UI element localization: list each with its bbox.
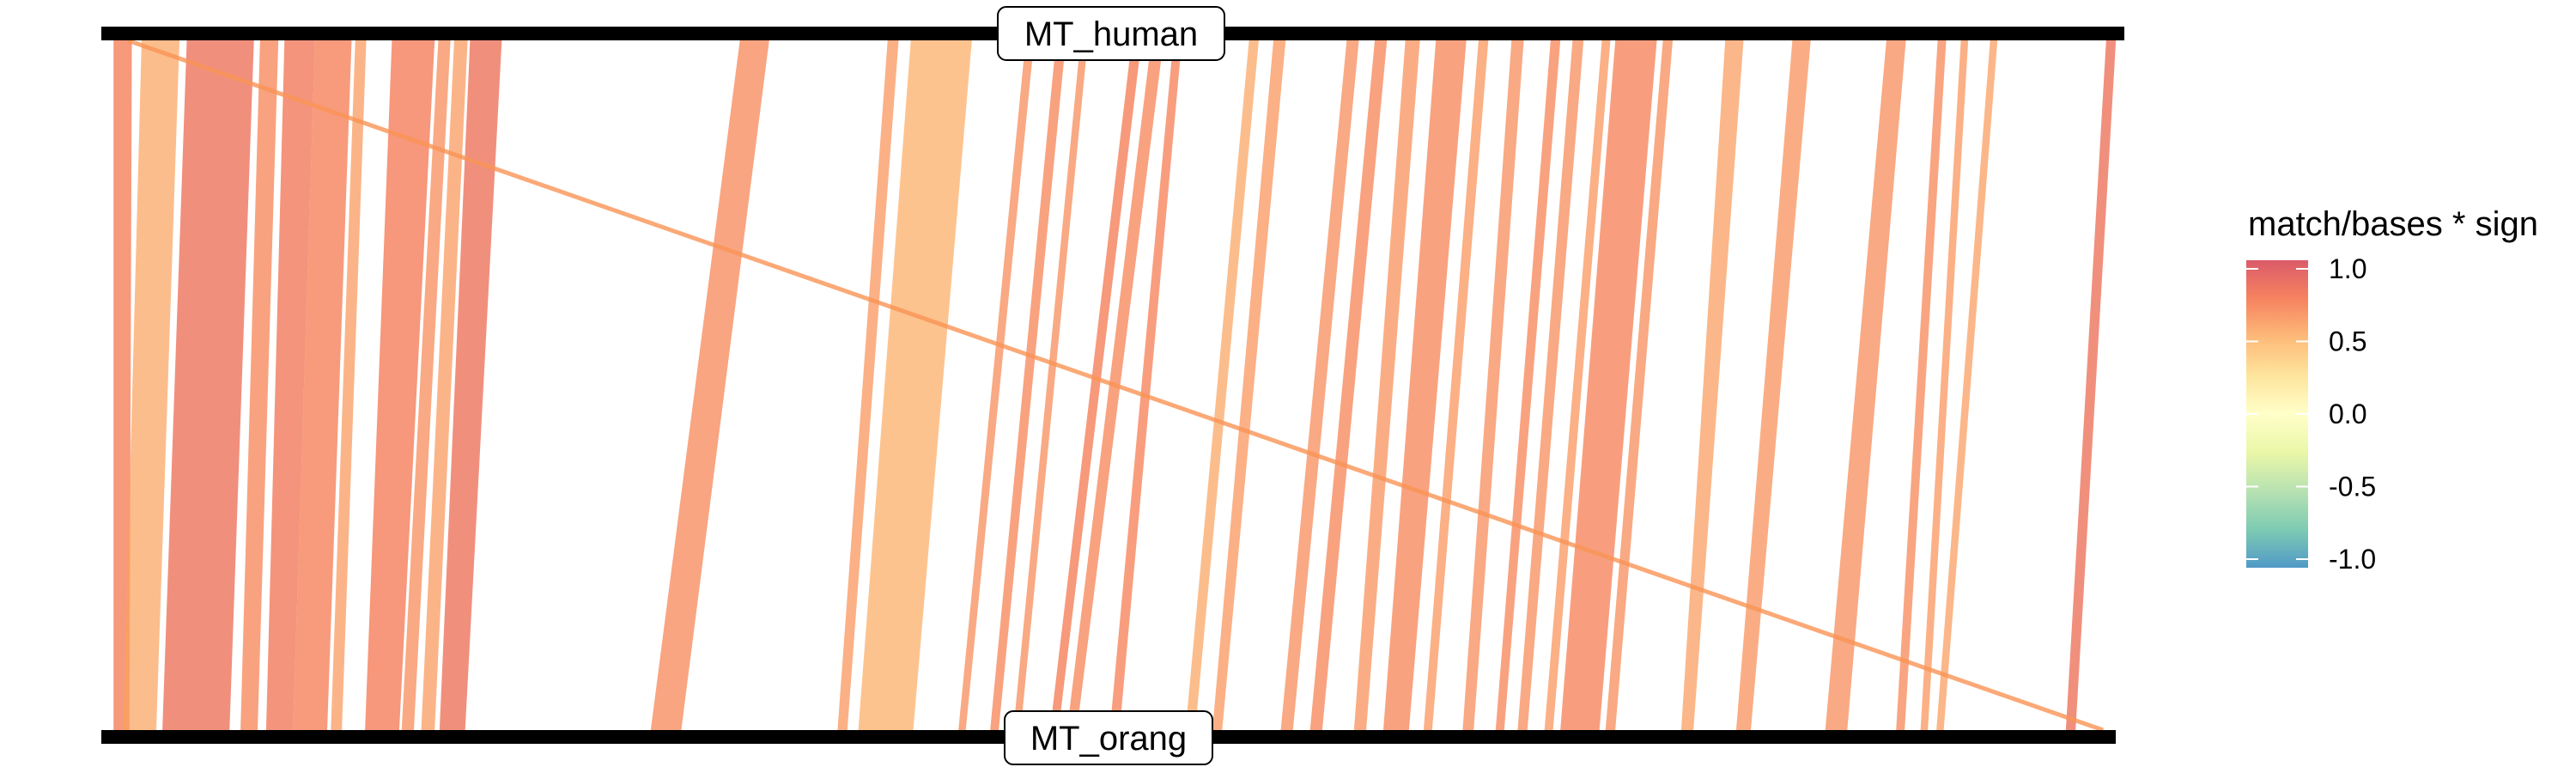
legend-tick-label: -0.5 (2329, 472, 2376, 502)
alignment-link (1896, 40, 1947, 730)
top-sequence-label: MT_human (997, 6, 1225, 61)
alignment-link (1517, 40, 1584, 730)
alignment-link (1825, 40, 1906, 730)
bottom-sequence-label: MT_orang (1004, 710, 1213, 765)
alignment-link (1605, 40, 1674, 730)
alignment-link (1382, 40, 1467, 730)
alignment-link (1109, 40, 1182, 730)
alignment-link (331, 40, 367, 730)
alignment-link (1495, 40, 1561, 730)
alignment-link (1462, 40, 1524, 730)
alignment-link (162, 40, 254, 730)
alignment-link (1680, 40, 1744, 730)
legend-tick-label: 0.5 (2329, 326, 2366, 357)
alignment-link (401, 40, 451, 730)
alignment-link (650, 40, 769, 730)
alignment-link (123, 40, 180, 730)
legend-title: match/bases * sign (2248, 205, 2538, 243)
alignment-link (958, 40, 1035, 730)
alignment-link (1423, 40, 1489, 730)
alignment-link (113, 40, 132, 730)
alignment-link (421, 40, 468, 730)
svg-text:MT_orang: MT_orang (1030, 720, 1187, 758)
alignment-link (1544, 40, 1611, 730)
legend-tick-label: 0.0 (2329, 399, 2366, 429)
alignment-link (1936, 40, 1998, 730)
alignment-link (293, 40, 352, 730)
alignment-link (1735, 40, 1811, 730)
legend-tick-label: -1.0 (2329, 544, 2376, 575)
alignment-link (1353, 40, 1420, 730)
alignment-link (2065, 40, 2117, 730)
svg-text:MT_human: MT_human (1024, 15, 1198, 53)
legend-tick-label: 1.0 (2329, 253, 2366, 284)
alignment-link (1185, 40, 1259, 730)
legend: match/bases * sign 1.0 0.5 0.0 -0.5 -1.0 (2246, 205, 2538, 575)
alignment-link (126, 38, 2105, 733)
alignment-link (837, 40, 899, 730)
alignment-link (265, 40, 315, 730)
alignment-link (365, 40, 435, 730)
alignment-link (990, 40, 1066, 730)
alignment-links (113, 38, 2117, 733)
alignment-link (1280, 40, 1359, 730)
alignment-link (1212, 40, 1286, 730)
alignment-link (439, 40, 502, 730)
alignment-link (858, 40, 972, 730)
alignment-link (1920, 40, 1969, 730)
alignment-link (1013, 40, 1088, 730)
alignment-link (240, 40, 279, 730)
alignment-link (1560, 40, 1657, 730)
alignment-link (1049, 40, 1142, 730)
alignment-link (1309, 40, 1388, 730)
